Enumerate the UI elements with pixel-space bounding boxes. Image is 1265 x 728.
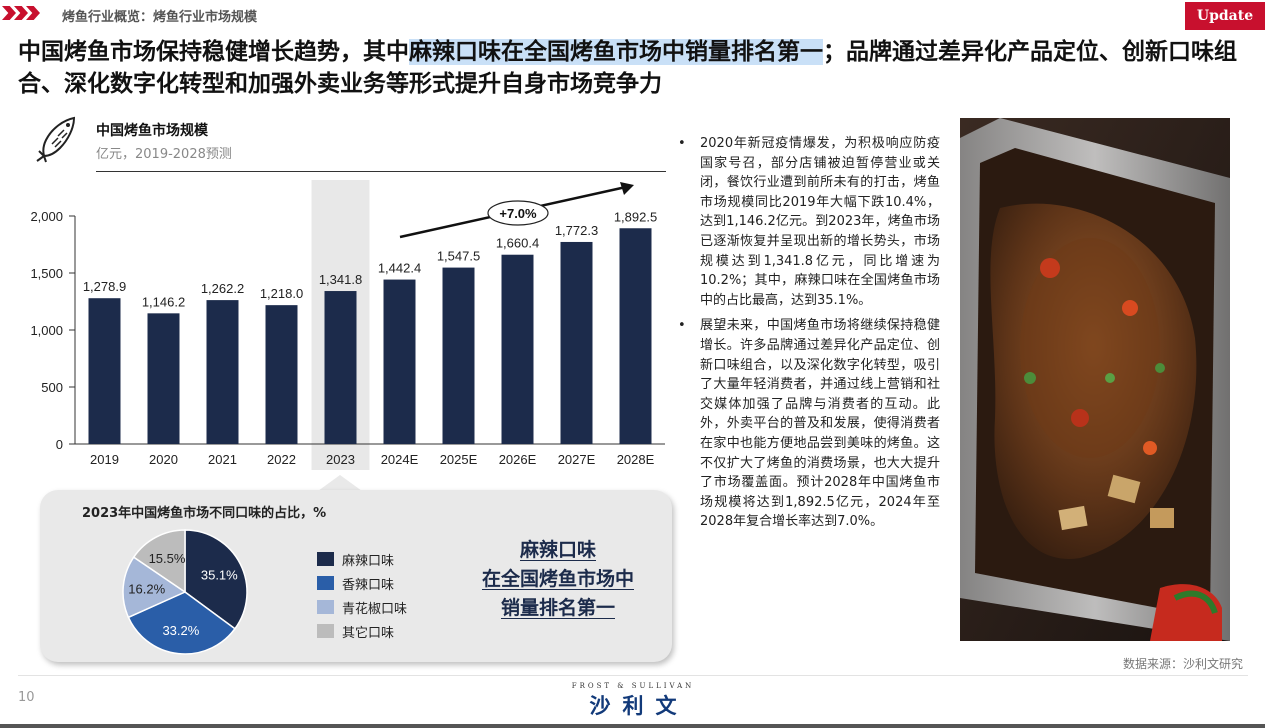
bar: [265, 305, 298, 444]
frost-sullivan-logo: FROST & SULLIVAN 沙利文: [565, 682, 701, 720]
pie-slice-label: 16.2%: [128, 582, 165, 597]
pie-slice: [184, 529, 248, 630]
pie-slice: [132, 529, 186, 594]
legend-label: 香辣口味: [342, 577, 395, 593]
bullet-list: • 2020年新冠疫情爆发，为积极响应防疫国家号召，部分店铺被迫暂停营业或关闭，…: [678, 134, 940, 538]
pie-chart-title: 2023年中国烤鱼市场不同口味的占比，%: [82, 506, 327, 521]
pie-slice-label: 33.2%: [162, 623, 199, 638]
bar: [147, 313, 180, 444]
y-tick-label: 1,000: [30, 323, 63, 338]
x-tick-label: 2022: [267, 452, 296, 467]
bullet-item: • 展望未来，中国烤鱼市场将继续保持稳健增长。许多品牌通过差异化产品定位、创新口…: [678, 316, 940, 532]
bar-chart-subtitle: 亿元，2019-2028预测: [96, 147, 232, 162]
legend-swatch: [317, 576, 334, 590]
bullet-marker: •: [678, 318, 686, 334]
bar-value-label: 1,218.0: [260, 286, 303, 301]
bar: [560, 241, 593, 444]
callout-line-2: 在全国烤鱼市场中: [481, 568, 634, 590]
bar-value-label: 1,772.3: [555, 223, 598, 238]
data-source: 数据来源：沙利文研究: [1122, 657, 1243, 671]
bar-value-label: 1,442.4: [378, 261, 421, 276]
bar-value-label: 1,146.2: [142, 294, 185, 309]
page-title: 中国烤鱼市场保持稳健增长趋势，其中麻辣口味在全国烤鱼市场中销量排名第一；品牌通过…: [18, 36, 1248, 100]
legend-swatch: [317, 552, 334, 566]
y-tick-label: 1,500: [30, 266, 63, 281]
pie-slice-label: 15.5%: [149, 551, 186, 566]
y-tick-label: 2,000: [30, 209, 63, 224]
x-tick-label: 2025E: [440, 452, 478, 467]
x-tick-label: 2028E: [617, 452, 655, 467]
callout-line-1: 麻辣口味: [519, 539, 596, 561]
callout-pointer: [318, 475, 362, 491]
bar: [501, 254, 534, 444]
bullet-text: 2020年新冠疫情爆发，为积极响应防疫国家号召，部分店铺被迫暂停营业或关闭，餐饮…: [700, 136, 940, 308]
legend-item: 青花椒口味: [317, 595, 407, 619]
legend-swatch: [317, 624, 334, 638]
bar-chart: 0 500 1,000 1,500 2,000 1,278.9 2019 1,146.2 202…: [30, 180, 665, 470]
logo-main-text: 沙利文: [589, 694, 689, 718]
y-tick-label: 0: [56, 437, 63, 452]
grilled-fish-photo: [960, 118, 1230, 641]
footer-divider: [18, 675, 1248, 676]
bar: [383, 279, 416, 444]
x-tick-label: 2021: [208, 452, 237, 467]
breadcrumb: 烤鱼行业概览：烤鱼行业市场规模: [62, 10, 258, 25]
legend-item: 麻辣口味: [317, 547, 407, 571]
page-number: 10: [18, 690, 35, 705]
legend-label: 其它口味: [342, 625, 395, 641]
logo-top-text: FROST & SULLIVAN: [571, 682, 695, 690]
top-bar: 烤鱼行业概览：烤鱼行业市场规模 Update: [0, 0, 1265, 30]
fish-icon: [36, 116, 76, 163]
bottom-bar: [0, 724, 1265, 728]
chevron-arrows-icon: [2, 6, 40, 20]
pie-slice-label: 35.1%: [201, 568, 238, 583]
pie-slice: [122, 556, 187, 619]
bar: [442, 267, 475, 444]
bar: [88, 298, 121, 444]
bullet-marker: •: [678, 136, 686, 151]
bar-value-label: 1,262.2: [201, 281, 244, 296]
bar-value-label: 1,547.5: [437, 249, 480, 264]
legend-item: 香辣口味: [317, 571, 407, 595]
headline-part-1: 中国烤鱼市场保持稳健增长趋势，其中: [18, 39, 409, 65]
bar-value-label: 1,341.8: [319, 272, 362, 287]
legend-item: 其它口味: [317, 619, 407, 643]
pie-slice: [127, 591, 236, 655]
legend-swatch: [317, 600, 334, 614]
pie-legend: 麻辣口味 香辣口味 青花椒口味 其它口味: [317, 547, 407, 643]
bullet-text: 展望未来，中国烤鱼市场将继续保持稳健增长。许多品牌通过差异化产品定位、创新口味组…: [700, 318, 940, 530]
pie-chart: 35.1% 33.2% 16.2% 15.5%: [122, 529, 248, 655]
x-tick-label: 2026E: [499, 452, 537, 467]
callout-line-3: 销量排名第一: [500, 597, 615, 619]
pie-card: 2023年中国烤鱼市场不同口味的占比，% 35.1% 33.2% 16.2% 15.5…: [40, 490, 672, 662]
x-tick-label: 2020: [149, 452, 178, 467]
y-tick-label: 500: [41, 380, 63, 395]
bar-chart-title: 中国烤鱼市场规模: [96, 123, 208, 139]
update-badge: Update: [1185, 2, 1265, 30]
cagr-bubble: [487, 200, 549, 226]
cagr-label: +7.0%: [499, 206, 537, 221]
bar-value-label: 1,660.4: [496, 236, 539, 251]
bar-value-label: 1,278.9: [83, 279, 126, 294]
x-tick-label: 2023: [326, 452, 355, 467]
legend-label: 青花椒口味: [342, 601, 408, 617]
bar: [324, 291, 357, 444]
bar-value-label: 1,892.5: [614, 209, 657, 224]
title-divider: [96, 171, 666, 172]
callout-text: 麻辣口味 在全国烤鱼市场中 销量排名第一: [468, 536, 648, 623]
headline-highlight: 麻辣口味在全国烤鱼市场中销量排名第一: [409, 39, 823, 65]
headline-part-2: ；品牌通过差异化产品定位、创新口味组合、深化数字化转型和加强外卖业务等形式提升自…: [18, 39, 1237, 97]
bar: [619, 228, 652, 444]
legend-label: 麻辣口味: [342, 553, 395, 569]
x-tick-label: 2019: [90, 452, 119, 467]
growth-arrow-head: [620, 182, 634, 195]
x-tick-label: 2024E: [381, 452, 419, 467]
bar: [206, 300, 239, 444]
x-tick-label: 2027E: [558, 452, 596, 467]
bullet-item: • 2020年新冠疫情爆发，为积极响应防疫国家号召，部分店铺被迫暂停营业或关闭，…: [678, 134, 940, 310]
